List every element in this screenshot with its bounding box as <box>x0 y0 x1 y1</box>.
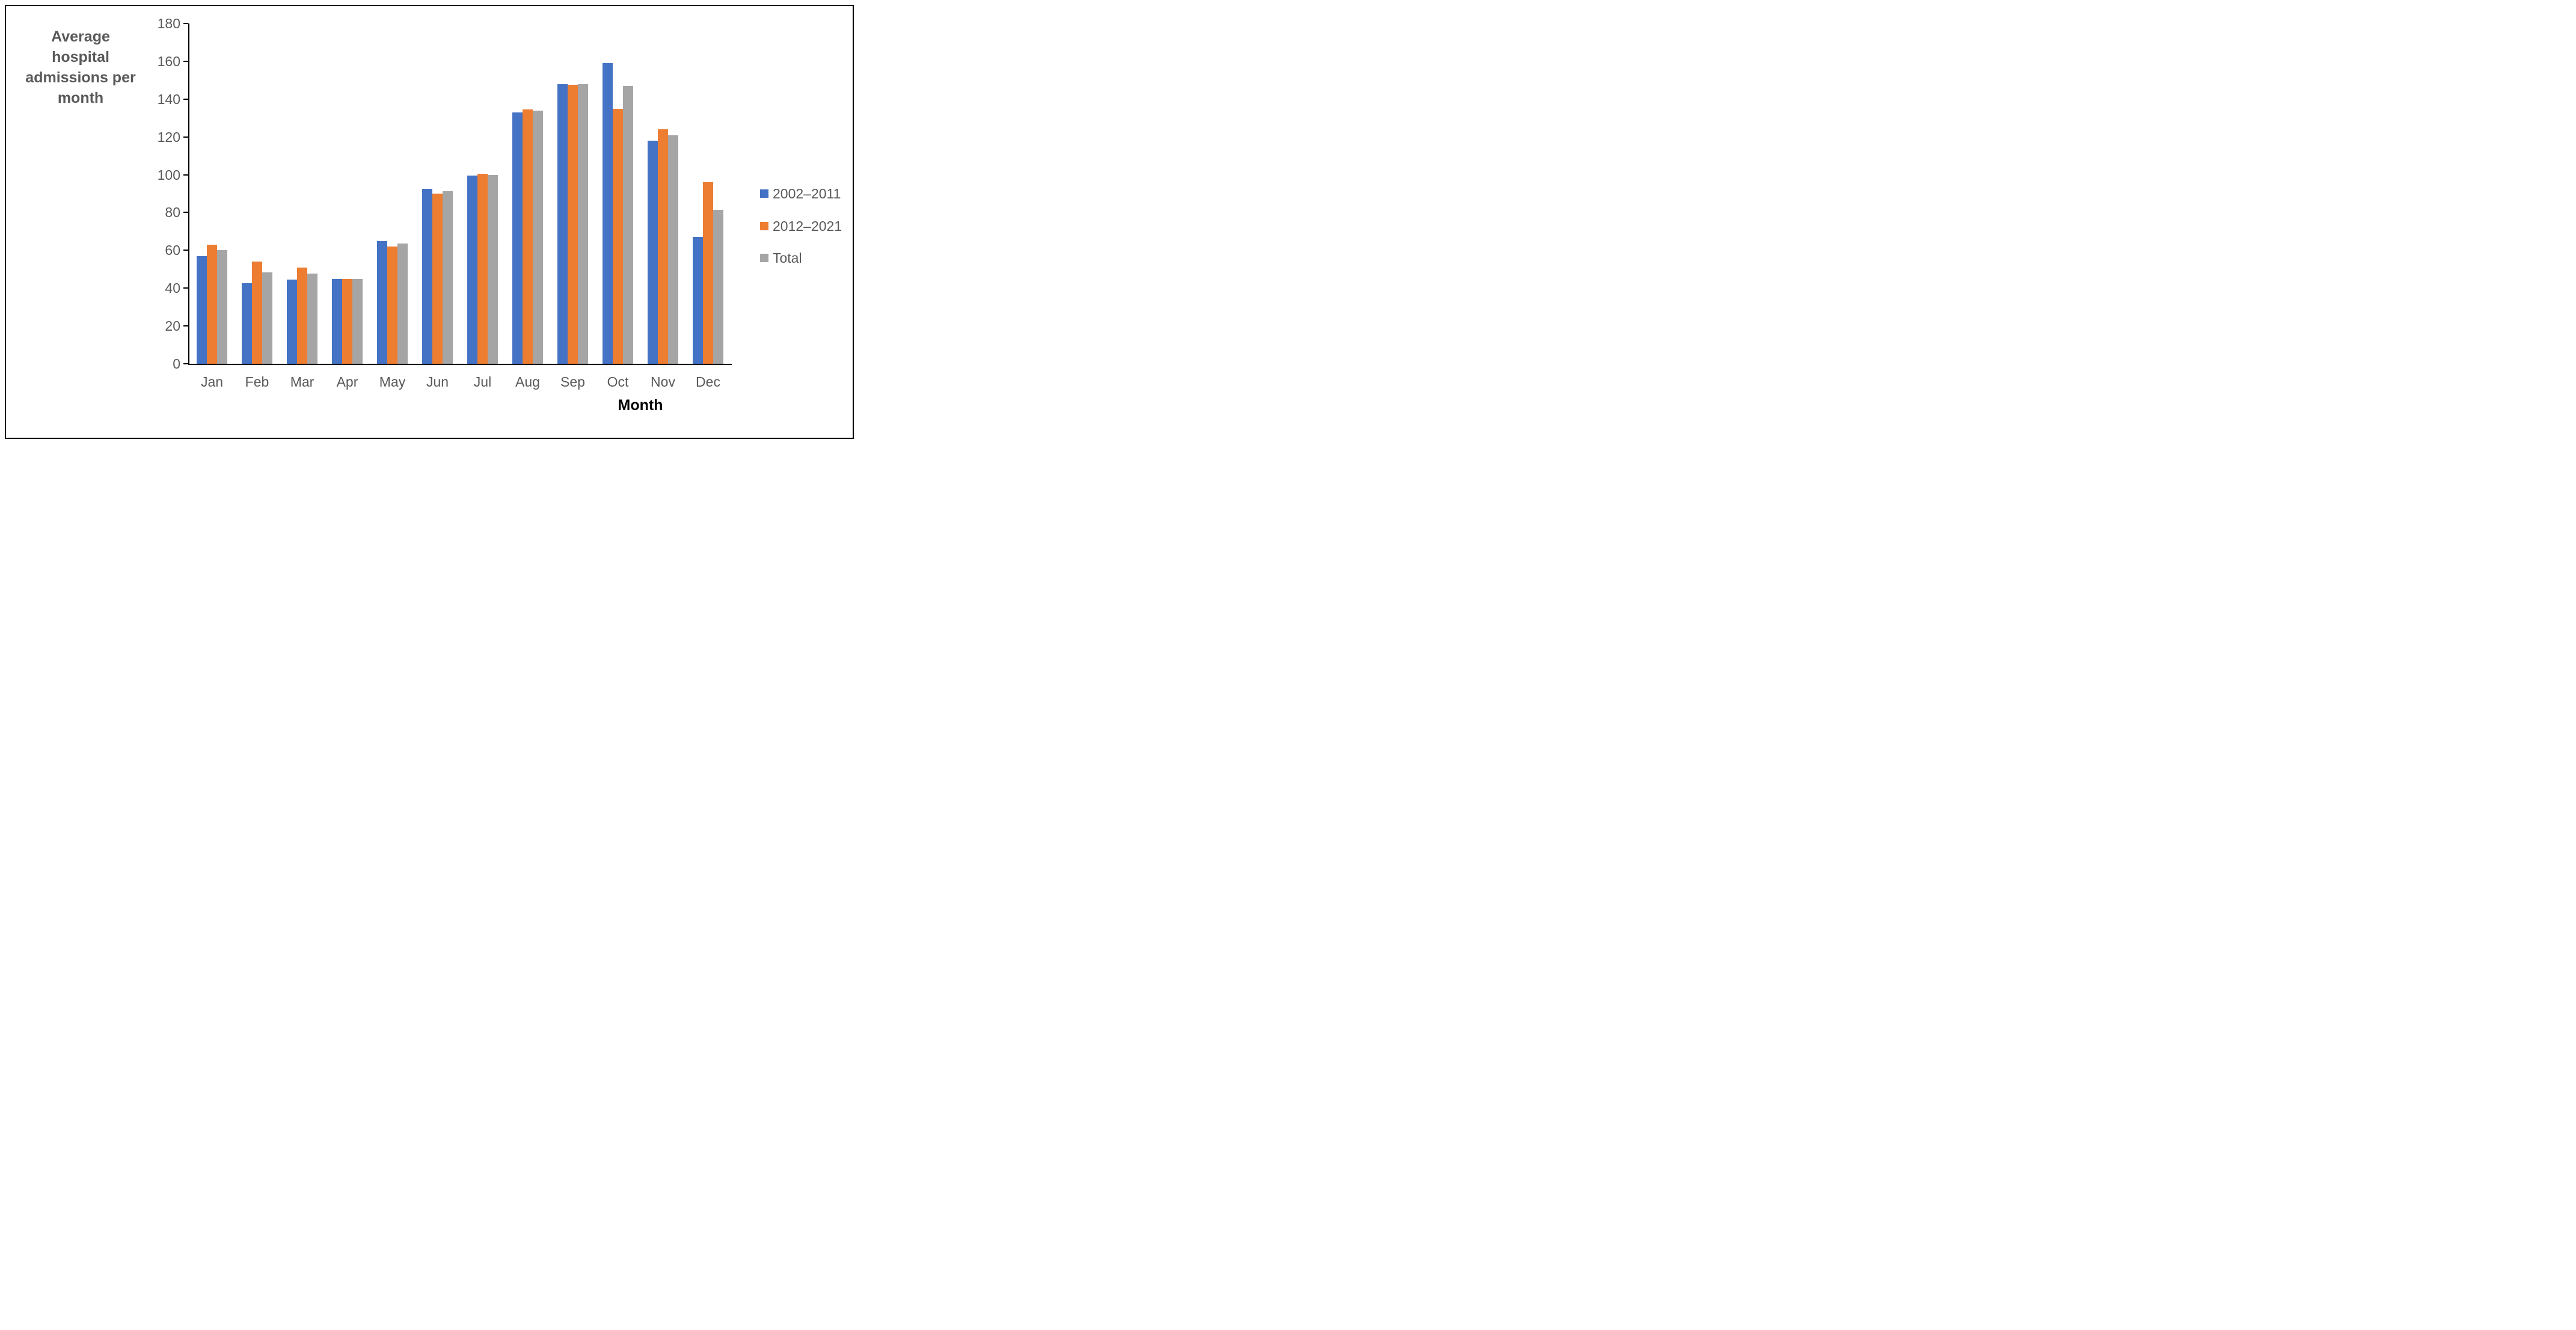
legend-label: 2012–2021 <box>773 218 842 234</box>
y-axis-line <box>188 23 189 365</box>
bar-mar-series1 <box>287 280 297 364</box>
bar-apr-series1 <box>332 278 342 364</box>
bar-jan-series2 <box>207 244 217 364</box>
bar-aug-series1 <box>512 112 523 364</box>
x-tick-label-sep: Sep <box>560 374 585 390</box>
bar-feb-series3 <box>262 272 272 364</box>
bar-nov-series3 <box>668 135 678 364</box>
bar-dec-series1 <box>693 237 703 364</box>
y-tick-label: 60 <box>165 242 180 259</box>
bar-mar-series3 <box>307 273 317 364</box>
y-tick-mark <box>183 98 188 100</box>
bar-jun-series2 <box>432 194 443 364</box>
x-tick-label-apr: Apr <box>336 374 358 390</box>
bar-jan-series3 <box>217 250 227 364</box>
bar-apr-series2 <box>342 278 352 364</box>
x-tick-label-mar: Mar <box>290 374 314 390</box>
bar-jun-series1 <box>422 189 432 364</box>
bar-feb-series1 <box>242 283 252 364</box>
bar-oct-series2 <box>613 108 623 364</box>
bar-sep-series1 <box>557 84 568 364</box>
x-tick-label-nov: Nov <box>651 374 675 390</box>
y-tick-mark <box>183 325 188 327</box>
y-tick-label: 20 <box>165 318 180 334</box>
bar-jul-series1 <box>467 176 477 364</box>
y-tick-label: 0 <box>173 356 180 372</box>
bar-aug-series3 <box>533 111 543 364</box>
bar-may-series1 <box>377 241 387 364</box>
bar-jun-series3 <box>443 191 453 364</box>
bar-may-series2 <box>387 247 397 364</box>
y-tick-label: 180 <box>157 16 180 31</box>
y-tick-label: 120 <box>157 129 180 145</box>
legend-swatch-icon <box>760 189 768 198</box>
bar-feb-series2 <box>252 262 262 364</box>
x-tick-label-jun: Jun <box>426 374 449 390</box>
y-axis-title-line: admissions per <box>25 69 136 86</box>
bar-jan-series1 <box>197 256 207 364</box>
y-tick-mark <box>183 23 188 24</box>
legend-label: 2002–2011 <box>773 186 841 201</box>
y-tick-label: 40 <box>165 280 180 296</box>
y-tick-mark <box>183 136 188 138</box>
bar-aug-series2 <box>523 109 533 364</box>
legend-swatch-icon <box>760 254 768 262</box>
chart: Average hospital admissions per month 0 2… <box>0 0 859 443</box>
x-tick-label-jul: Jul <box>473 374 492 390</box>
x-tick-label-dec: Dec <box>696 374 720 390</box>
x-tick-label-may: May <box>379 374 406 390</box>
y-tick-label: 80 <box>165 204 180 221</box>
bar-dec-series2 <box>703 182 713 364</box>
y-tick-mark <box>183 363 188 364</box>
bar-oct-series1 <box>603 63 613 364</box>
bar-nov-series2 <box>658 129 668 364</box>
bar-apr-series3 <box>352 278 363 364</box>
x-axis-title: Month <box>618 397 663 414</box>
legend-label: Total <box>773 250 802 266</box>
y-tick-label: 140 <box>157 91 180 107</box>
y-axis-title-line: month <box>57 90 104 106</box>
y-axis-title-line: Average hospital <box>51 28 110 66</box>
y-tick-mark <box>183 287 188 289</box>
bar-may-series3 <box>397 244 408 364</box>
y-tick-mark <box>183 250 188 251</box>
x-tick-label-jan: Jan <box>200 374 224 390</box>
legend-swatch-icon <box>760 222 768 230</box>
bar-jul-series2 <box>477 173 488 364</box>
bar-sep-series2 <box>568 85 578 364</box>
bar-jul-series3 <box>488 174 498 364</box>
y-tick-label: 100 <box>157 167 180 183</box>
x-tick-label-oct: Oct <box>607 374 629 390</box>
bar-sep-series3 <box>578 84 588 364</box>
y-tick-mark <box>183 60 188 62</box>
y-tick-label: 160 <box>157 53 180 69</box>
x-axis-line <box>188 364 732 365</box>
y-tick-mark <box>183 212 188 213</box>
y-axis-title: Average hospital admissions per month <box>20 26 141 108</box>
x-tick-label-feb: Feb <box>245 374 269 390</box>
bar-oct-series3 <box>623 85 633 364</box>
y-tick-mark <box>183 174 188 176</box>
bar-mar-series2 <box>297 267 307 364</box>
bar-dec-series3 <box>713 209 723 364</box>
bar-nov-series1 <box>648 140 658 364</box>
x-tick-label-aug: Aug <box>515 374 540 390</box>
